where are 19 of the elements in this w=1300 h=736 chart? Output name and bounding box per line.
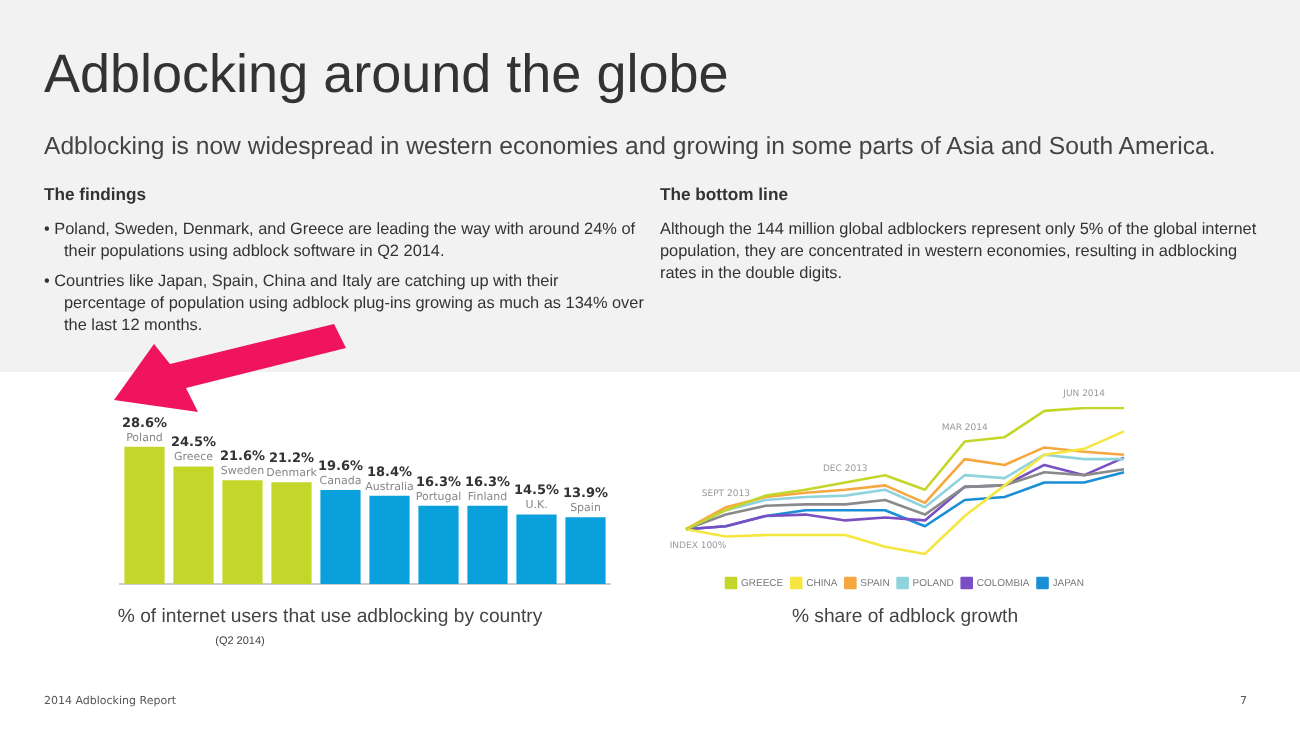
text: The bottom line [660,184,790,206]
bar [173,466,214,584]
text: • Countries like Japan, Spain, China and Italy are catching up with their percentage of population using adblock plug-ins growing as much as 134% over the last 12 months. [44,270,644,336]
text: Adblocking is now widespread in western economies and growing in some parts of Asia and South America. [44,132,1216,160]
bar [467,505,508,584]
bar [320,489,361,584]
bar [369,495,410,584]
bar [271,482,312,584]
bar [124,446,165,584]
bar [418,505,459,584]
text: Adblocking around the globe [44,44,729,106]
x-axis-title: % of internet users that use adblocking by country [115,606,545,628]
text: The findings [44,184,149,206]
text: • Poland, Sweden, Denmark, and Greece are leading the way with around 24% of their populations using adblock software in Q2 2014. [44,218,638,262]
bar [516,514,557,584]
x-axis-title: % share of adblock growth [789,606,1021,628]
bar [565,517,606,584]
text: Although the 144 million global adblockers represent only 5% of the global internet population, they are concentrated in western economies, resulting in adblocking rates in the double digits. [660,218,1259,284]
bar [222,480,263,584]
